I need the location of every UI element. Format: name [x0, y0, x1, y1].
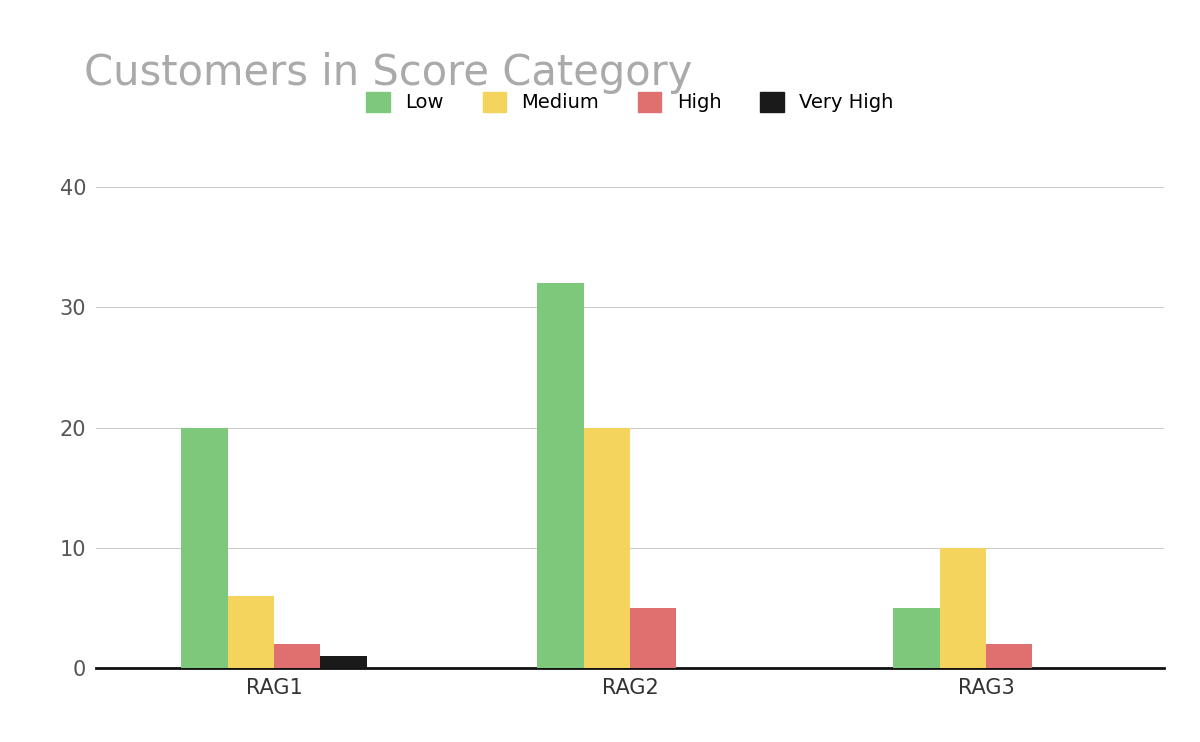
Bar: [274, 644, 320, 668]
Bar: [940, 548, 986, 668]
Bar: [986, 644, 1032, 668]
Legend: Low, Medium, High, Very High: Low, Medium, High, Very High: [356, 82, 904, 122]
Bar: [228, 596, 274, 668]
Text: Customers in Score Category: Customers in Score Category: [84, 52, 692, 94]
Bar: [894, 608, 940, 668]
Bar: [538, 283, 583, 668]
Bar: [181, 427, 228, 668]
Bar: [320, 656, 366, 668]
Bar: [630, 608, 677, 668]
Bar: [583, 427, 630, 668]
